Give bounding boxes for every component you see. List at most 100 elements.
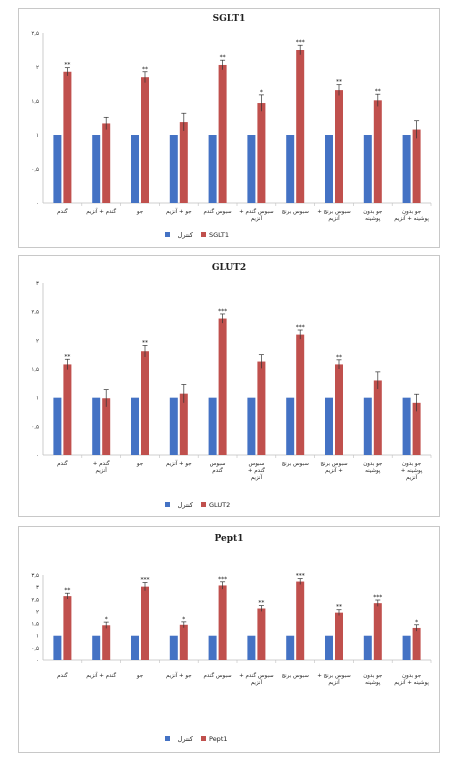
bar-treatment — [412, 402, 421, 455]
category-label: جو بدون — [363, 673, 382, 679]
bar-control — [131, 135, 139, 203]
y-tick-label: ۰ — [36, 658, 39, 664]
bar-treatment — [141, 77, 149, 203]
category-label: + آنزیم — [325, 467, 343, 474]
significance-label: ** — [142, 339, 148, 346]
bar-treatment — [102, 123, 111, 203]
legend-label-treatment: SGLT1 — [209, 231, 229, 239]
significance-label: ** — [64, 587, 70, 594]
category-label: جو بدون — [402, 673, 421, 679]
bar-treatment — [335, 90, 343, 203]
bar-treatment — [373, 100, 382, 203]
bar-control — [247, 397, 256, 455]
y-tick-label: ۰ — [36, 453, 39, 459]
significance-label: *** — [296, 573, 305, 580]
bar-control — [325, 397, 333, 455]
category-label: پوشینه — [365, 680, 381, 686]
glut2-chart-panel: GLUT2 ۰ ۰,۵ ۱ ۱,۵ ۲ ۲,۵ ۳ ** گندم گندم + آنزیم ** جو ج… — [18, 255, 440, 517]
bar-control — [325, 635, 333, 660]
bar-treatment — [373, 380, 382, 455]
bar-control — [53, 635, 62, 660]
category-label: گندم — [57, 460, 68, 467]
bar-treatment — [412, 627, 421, 660]
category-label: سبوس برنج — [282, 461, 310, 467]
significance-label: ** — [220, 54, 226, 61]
bar-control — [402, 135, 411, 203]
y-tick-label: ۲,۵ — [31, 310, 39, 316]
bar-treatment — [179, 624, 188, 660]
category-label: آنزیم — [251, 474, 263, 481]
bar-control — [53, 135, 62, 203]
category-label: سبوس گندم — [204, 208, 233, 215]
legend-label-treatment: GLUT2 — [209, 501, 230, 509]
significance-label: ** — [142, 66, 148, 73]
y-tick-label: ۱ — [36, 133, 39, 139]
category-label: آنزیم — [328, 679, 340, 686]
bar-treatment — [141, 351, 149, 455]
bar-control — [247, 135, 256, 203]
bar-control — [402, 635, 411, 660]
chart-title: SGLT1 — [213, 14, 246, 24]
bar-control — [169, 635, 178, 660]
category-label: سبوس گندم — [204, 672, 233, 679]
bar-treatment — [218, 64, 227, 204]
bar-control — [247, 635, 256, 660]
chart-title: Pept1 — [215, 534, 244, 544]
bar-control — [208, 635, 217, 660]
legend-swatch-control — [165, 736, 170, 741]
y-tick-label: ۰,۵ — [31, 424, 39, 430]
category-label: آنزیم — [328, 215, 340, 222]
category-label: پوشینه — [365, 216, 381, 222]
significance-label: * — [105, 616, 108, 623]
bar-treatment — [296, 334, 305, 455]
bar-treatment — [63, 71, 72, 203]
sglt1-chart: SGLT1 ۰ ۰,۵ ۱ ۱,۵ ۲ ۲,۵ ** گندم گندم + آنزیم ** جو ج… — [31, 14, 432, 239]
significance-label: ** — [64, 353, 70, 360]
bar-treatment — [63, 596, 72, 660]
category-label: پوشینه — [365, 468, 381, 474]
y-tick-label: ۲ — [36, 609, 39, 615]
significance-label: *** — [373, 594, 382, 601]
y-tick-label: ۰,۵ — [31, 167, 39, 173]
bar-control — [208, 135, 217, 203]
category-label: گندم + — [248, 467, 265, 474]
significance-label: ** — [64, 62, 70, 69]
category-label: گندم — [212, 467, 223, 474]
category-label: جو بدون — [363, 209, 382, 215]
bar-treatment — [335, 364, 343, 455]
y-tick-label: ۰ — [36, 201, 39, 207]
category-label: سبوس برنج — [282, 209, 310, 215]
category-label: جو — [136, 673, 143, 679]
y-tick-label: ۰,۵ — [31, 646, 39, 652]
significance-label: ** — [336, 79, 342, 86]
legend-label-control: کنترل — [178, 231, 194, 239]
significance-label: ** — [336, 604, 342, 611]
category-label: گندم — [57, 208, 68, 215]
bar-treatment — [257, 103, 266, 203]
sglt1-chart-panel: SGLT1 ۰ ۰,۵ ۱ ۱,۵ ۲ ۲,۵ ** گندم گندم + آنزیم ** جو ج… — [18, 8, 440, 248]
category-label: سبوس برنج — [320, 461, 348, 467]
category-label: سبوس گندم + — [239, 208, 274, 215]
category-label: گندم + آنزیم — [86, 208, 116, 215]
y-tick-label: ۱,۵ — [31, 622, 39, 628]
significance-label: * — [260, 89, 263, 96]
bar-control — [53, 397, 62, 455]
category-label: پوشینه + آنزیم — [394, 679, 429, 686]
y-tick-label: ۱,۵ — [31, 367, 39, 373]
category-label: سبوس برنج + — [317, 673, 351, 679]
bar-control — [363, 635, 372, 660]
bar-control — [131, 635, 139, 660]
legend-swatch-control — [165, 232, 170, 237]
bar-treatment — [102, 625, 111, 660]
legend-swatch-treatment — [201, 232, 206, 237]
bar-control — [208, 397, 217, 455]
category-label: آنزیم — [406, 474, 418, 481]
bar-control — [286, 635, 295, 660]
bar-control — [131, 397, 139, 455]
legend-label-control: کنترل — [178, 501, 194, 509]
significance-label: ** — [336, 354, 342, 361]
category-label: جو — [136, 209, 143, 215]
bar-control — [402, 397, 411, 455]
